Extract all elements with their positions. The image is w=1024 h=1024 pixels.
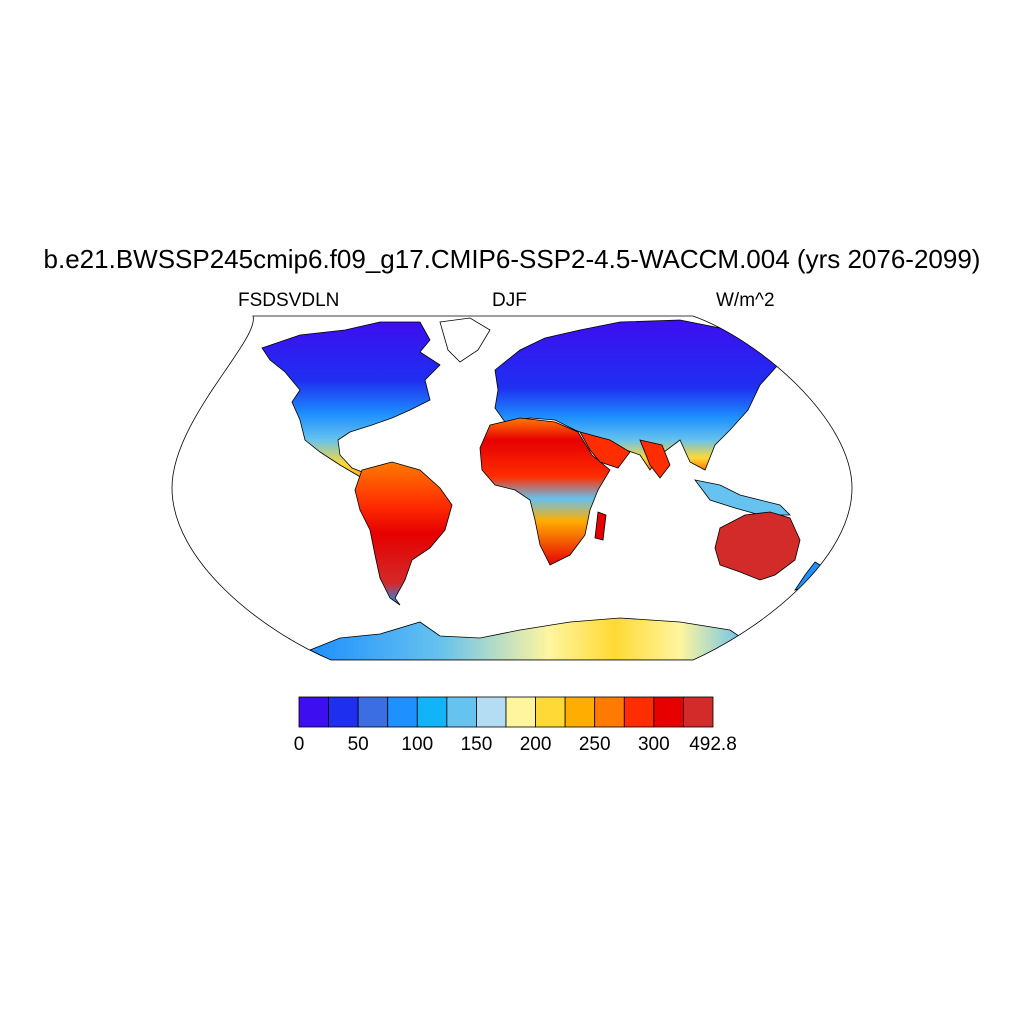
- greenland: [439, 317, 491, 363]
- colorbar-swatch: [683, 696, 714, 728]
- antarctica: [309, 617, 746, 660]
- madagascar: [594, 511, 607, 541]
- australia: [714, 511, 801, 581]
- africa: [479, 417, 611, 566]
- units-label: W/m^2: [716, 290, 775, 311]
- map-boundary: [171, 315, 853, 661]
- colorbar-tick-label: 200: [519, 734, 552, 755]
- land-masses: [261, 317, 826, 660]
- arabia-india: [579, 431, 671, 479]
- colorbar-swatch: [476, 696, 507, 728]
- colorbar-tick-label: 0: [293, 734, 305, 755]
- colorbar-tick-label: 300: [637, 734, 670, 755]
- maritime-continent: [694, 479, 791, 516]
- colorbar-swatch: [653, 696, 684, 728]
- colorbar-swatch: [357, 696, 389, 728]
- colorbar-swatch: [416, 696, 448, 728]
- eurasia: [494, 319, 779, 471]
- north-america: [261, 321, 441, 491]
- colorbar-swatch: [623, 696, 655, 728]
- colorbar-swatch: [387, 696, 418, 728]
- new-zealand: [794, 561, 826, 591]
- colorbar-swatch: [328, 696, 359, 728]
- colorbar-tick-label: 50: [347, 734, 369, 755]
- colorbar-swatch: [594, 696, 625, 728]
- page-title: b.e21.BWSSP245cmip6.f09_g17.CMIP6-SSP2-4…: [43, 244, 981, 274]
- colorbar-tick-label: 492.8: [689, 734, 737, 755]
- colorbar-swatch: [535, 696, 566, 728]
- colorbar-tick-label: 100: [401, 734, 434, 755]
- south-america: [354, 461, 453, 606]
- variable-label: FSDSVDLN: [238, 290, 340, 311]
- colorbar-swatch: [298, 696, 329, 728]
- season-label: DJF: [492, 290, 527, 311]
- colorbar-tick-label: 250: [578, 734, 611, 755]
- colorbar-tick-label: 150: [460, 734, 493, 755]
- colorbar-swatch: [564, 696, 596, 728]
- colorbar: [298, 696, 714, 728]
- colorbar-swatch: [446, 696, 477, 728]
- colorbar-swatch: [505, 696, 536, 728]
